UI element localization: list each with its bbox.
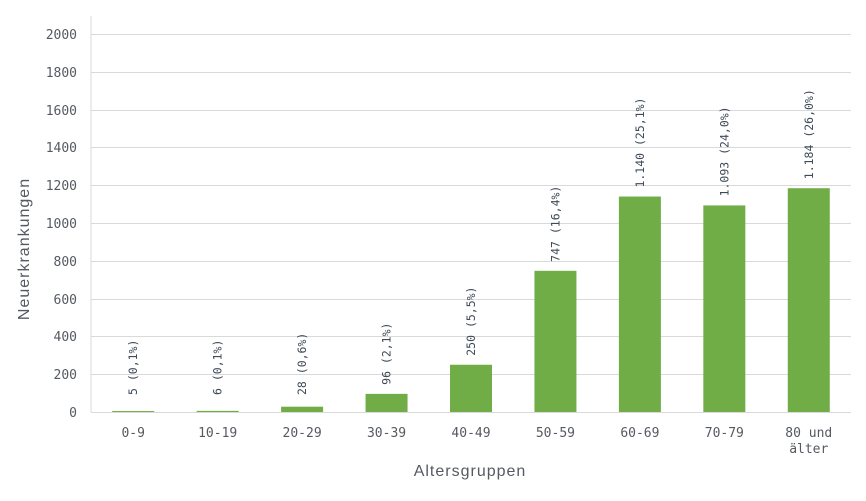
bar: [281, 406, 324, 412]
x-axis-ticks: 0-9 10-19 20-29 30-39 40-49 50-59 60-69 70-79 80…: [121, 426, 832, 457]
data-label: 1.140 (25,1%): [633, 98, 647, 188]
x-tick-label: 20-29: [283, 426, 322, 441]
x-axis-title: Altersgruppen: [414, 463, 527, 480]
bar: [196, 410, 239, 412]
data-labels: 5 (0,1%) 6 (0,1%) 28 (0,6%) 96 (2,1%) 250 (5…: [126, 89, 816, 395]
y-tick-label: 0: [69, 406, 77, 421]
y-tick-label: 2000: [46, 28, 77, 43]
y-axis-ticks: 0 200 400 600 800 1000 1200 1400 1600 1800 2000: [46, 28, 77, 421]
x-tick-label: 30-39: [367, 426, 406, 441]
y-tick-label: 1800: [46, 66, 77, 81]
x-tick-label: 50-59: [536, 426, 575, 441]
data-label: 1.093 (24,0%): [717, 106, 731, 196]
data-label: 96 (2,1%): [380, 323, 394, 385]
bar: [787, 188, 830, 412]
bar: [618, 196, 661, 412]
y-tick-label: 800: [54, 255, 77, 270]
data-label: 6 (0,1%): [211, 340, 225, 395]
x-tick-label: 0-9: [121, 426, 144, 441]
data-label: 5 (0,1%): [126, 340, 140, 395]
bars: [112, 188, 830, 412]
y-tick-label: 1600: [46, 104, 77, 119]
bar: [534, 270, 577, 412]
y-tick-label: 1400: [46, 141, 77, 156]
x-tick-label: 40-49: [451, 426, 490, 441]
x-tick-label: 80 und älter: [785, 426, 832, 457]
x-tick-label: 60-69: [620, 426, 659, 441]
y-tick-label: 400: [54, 330, 77, 345]
y-tick-label: 200: [54, 368, 77, 383]
data-label: 747 (16,4%): [548, 186, 562, 262]
bar: [450, 364, 492, 412]
x-tick-label: 70-79: [705, 426, 744, 441]
bar: [112, 411, 155, 412]
y-axis-title: Neuerkrankungen: [16, 178, 33, 320]
y-tick-label: 600: [54, 293, 77, 308]
gridlines: [90, 16, 851, 413]
y-tick-label: 1000: [46, 217, 77, 232]
data-label: 1.184 (26,0%): [802, 89, 816, 179]
bar: [703, 205, 746, 412]
data-label: 250 (5,5%): [464, 287, 478, 356]
bar: [365, 393, 408, 412]
x-tick-label: 10-19: [198, 426, 237, 441]
y-tick-label: 1200: [46, 179, 77, 194]
data-label: 28 (0,6%): [295, 333, 309, 395]
